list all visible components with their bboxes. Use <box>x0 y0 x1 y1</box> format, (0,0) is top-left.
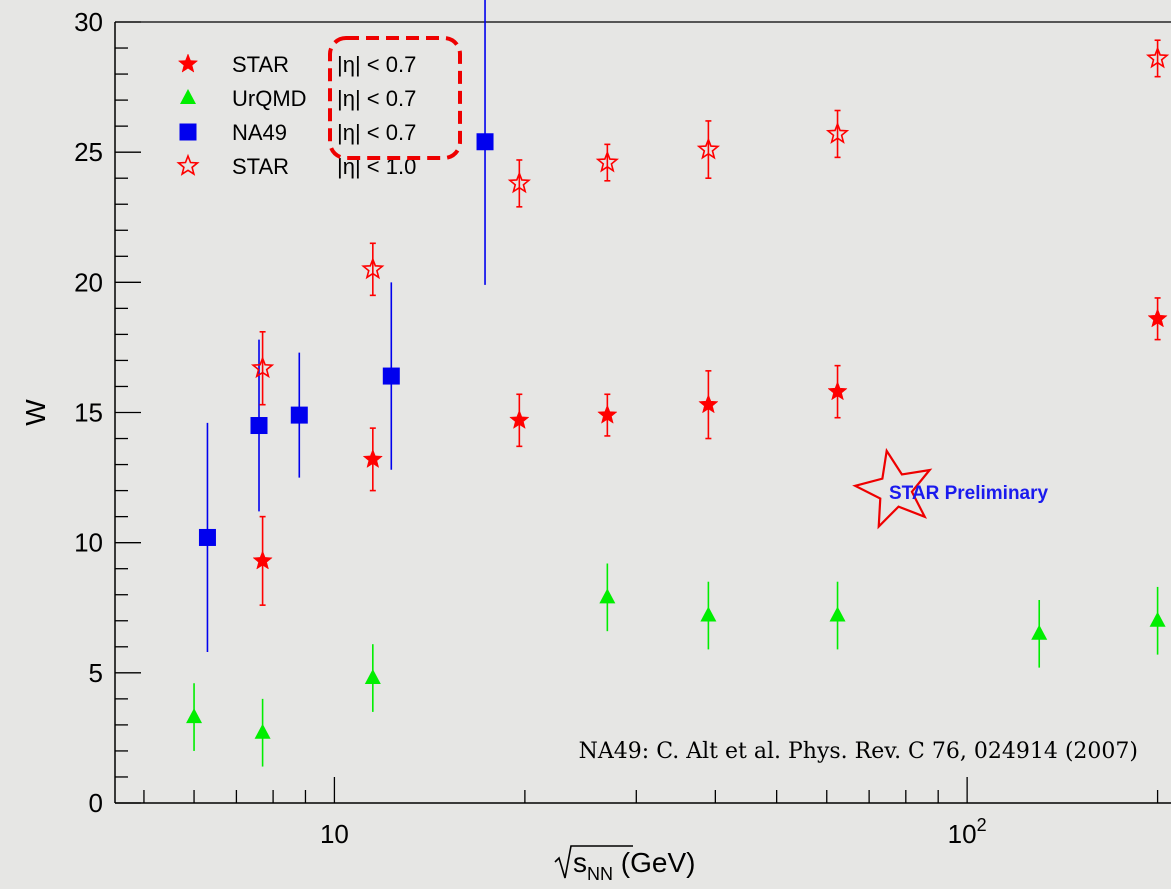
x-axis: 10 102 sNN (GeV) <box>143 777 1159 884</box>
y-tick-label: 5 <box>89 658 103 688</box>
data-point <box>290 406 308 424</box>
data-point <box>597 404 618 424</box>
data-point <box>599 588 616 604</box>
legend-marker <box>179 123 197 141</box>
data-series <box>186 0 1170 767</box>
legend-item: NA49 |η| < 0.7 <box>179 120 416 145</box>
data-point <box>186 708 203 724</box>
legend-item: STAR |η| < 0.7 <box>177 52 416 77</box>
annotations: STAR Preliminary NA49: C. Alt et al. Phys… <box>579 447 1138 764</box>
legend-label: STAR <box>232 154 289 179</box>
data-point <box>362 448 383 469</box>
x-tick-label: 102 <box>948 815 987 849</box>
data-point <box>250 417 268 435</box>
y-tick-label: 25 <box>74 137 103 167</box>
series-square-2 <box>198 0 494 653</box>
y-tick-label: 10 <box>74 528 103 558</box>
data-point <box>825 121 850 144</box>
sqrt-sign <box>554 845 633 879</box>
star-logo-icon <box>852 447 933 530</box>
y-tick-label: 15 <box>74 398 103 428</box>
legend: STAR |η| < 0.7 UrQMD |η| < 0.7 NA49 |η| < 0.7… <box>176 36 462 179</box>
y-tick-label: 0 <box>89 788 103 818</box>
data-point <box>382 367 400 385</box>
data-point <box>829 606 846 622</box>
legend-marker <box>177 53 199 73</box>
data-point <box>254 723 271 739</box>
data-point <box>827 380 848 401</box>
series-triangle-1 <box>186 563 1166 767</box>
data-point <box>198 528 216 546</box>
legend-range: |η| < 0.7 <box>337 120 416 145</box>
x-tick-label: 10 <box>320 819 349 849</box>
data-point <box>595 150 619 173</box>
series-star-0 <box>252 297 1168 606</box>
legend-range: |η| < 0.7 <box>337 86 416 111</box>
series-star-3 <box>250 39 1170 406</box>
preliminary-label: STAR Preliminary <box>889 483 1049 504</box>
legend-range: |η| < 0.7 <box>337 52 416 77</box>
y-axis: 0 5 10 15 20 25 30 W <box>20 7 141 818</box>
data-point <box>252 550 273 570</box>
data-point <box>698 393 719 414</box>
data-point <box>250 356 275 379</box>
y-axis-title: W <box>20 399 51 426</box>
legend-label: NA49 <box>232 120 287 145</box>
legend-item: STAR |η| < 1.0 <box>176 153 416 179</box>
data-point <box>361 257 385 280</box>
data-point <box>507 171 531 194</box>
highlight-box <box>328 36 462 160</box>
citation-text: NA49: C. Alt et al. Phys. Rev. C 76, 024… <box>579 739 1138 764</box>
y-tick-label: 20 <box>74 267 103 297</box>
legend-marker <box>176 153 200 176</box>
legend-item: UrQMD |η| < 0.7 <box>180 86 416 111</box>
legend-marker <box>180 89 196 104</box>
data-point <box>476 133 494 151</box>
data-point <box>700 606 717 622</box>
data-point <box>696 137 721 160</box>
legend-label: UrQMD <box>232 86 307 111</box>
data-point <box>1031 624 1048 640</box>
x-axis-title: sNN (GeV) <box>573 847 695 884</box>
data-point <box>1149 611 1166 627</box>
y-tick-label: 30 <box>74 7 103 37</box>
data-point <box>1147 308 1168 328</box>
data-point <box>1145 46 1170 69</box>
data-point <box>509 409 530 429</box>
legend-label: STAR <box>232 52 289 77</box>
data-point <box>364 669 381 685</box>
